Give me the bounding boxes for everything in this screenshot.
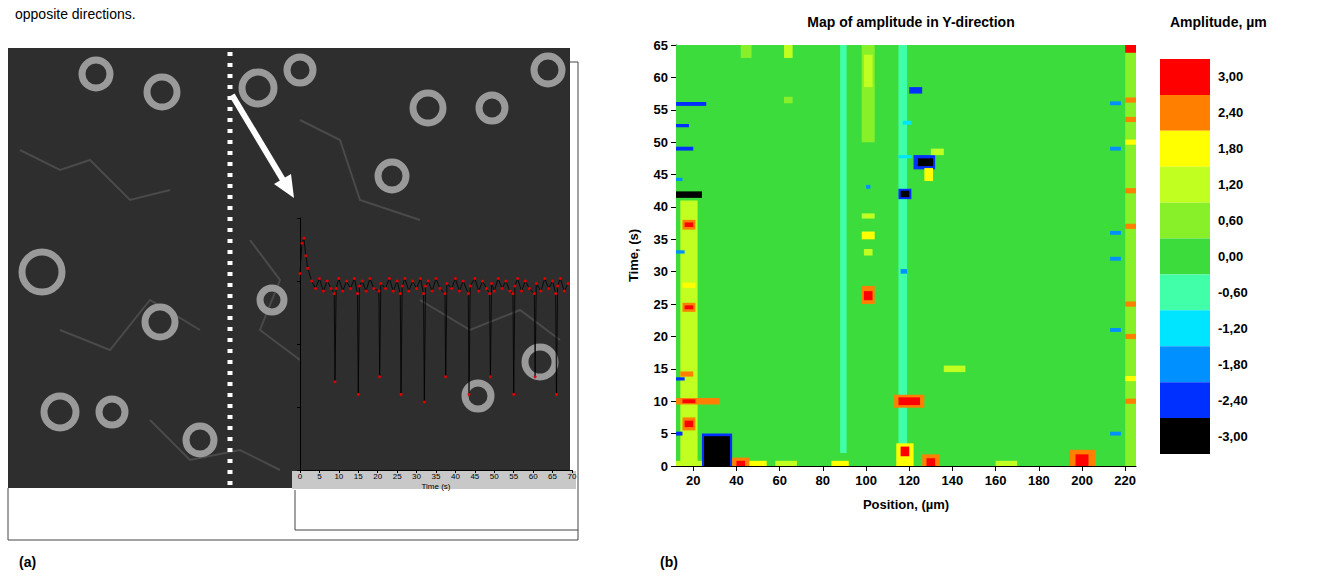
- svg-text:-0,60: -0,60: [1218, 285, 1248, 300]
- svg-text:Map of amplitude in Y-directio: Map of amplitude in Y-direction: [807, 14, 1014, 30]
- svg-text:20: 20: [686, 473, 700, 488]
- svg-text:120: 120: [898, 473, 920, 488]
- svg-text:5: 5: [661, 426, 668, 441]
- svg-text:35: 35: [432, 472, 441, 481]
- svg-text:0: 0: [661, 459, 668, 474]
- svg-text:30: 30: [412, 472, 421, 481]
- svg-text:-1,80: -1,80: [1218, 357, 1248, 372]
- svg-text:10: 10: [334, 472, 343, 481]
- svg-text:65: 65: [654, 38, 668, 53]
- svg-text:40: 40: [654, 199, 668, 214]
- svg-text:60: 60: [654, 70, 668, 85]
- svg-text:45: 45: [470, 472, 479, 481]
- svg-text:55: 55: [654, 102, 668, 117]
- svg-text:35: 35: [654, 232, 668, 247]
- svg-text:25: 25: [393, 472, 402, 481]
- svg-text:200: 200: [1071, 473, 1093, 488]
- svg-text:10: 10: [654, 394, 668, 409]
- svg-text:Position, (µm): Position, (µm): [863, 497, 949, 512]
- svg-text:180: 180: [1028, 473, 1050, 488]
- svg-text:Time, (s): Time, (s): [626, 229, 641, 282]
- svg-text:(a): (a): [19, 554, 36, 570]
- svg-text:0: 0: [298, 472, 303, 481]
- svg-text:80: 80: [816, 473, 830, 488]
- svg-text:1,80: 1,80: [1218, 141, 1243, 156]
- svg-text:30: 30: [654, 264, 668, 279]
- svg-text:60: 60: [772, 473, 786, 488]
- svg-text:220: 220: [1114, 473, 1136, 488]
- svg-text:20: 20: [654, 329, 668, 344]
- svg-text:-1,20: -1,20: [1218, 321, 1248, 336]
- svg-text:opposite directions.: opposite directions.: [15, 6, 136, 22]
- svg-text:-3,00: -3,00: [1218, 429, 1248, 444]
- svg-text:Time (s): Time (s): [421, 482, 450, 491]
- svg-text:2,40: 2,40: [1218, 105, 1243, 120]
- svg-text:70: 70: [568, 472, 577, 481]
- svg-text:140: 140: [942, 473, 964, 488]
- svg-text:1,20: 1,20: [1218, 177, 1243, 192]
- svg-text:0,60: 0,60: [1218, 213, 1243, 228]
- svg-text:160: 160: [985, 473, 1007, 488]
- svg-text:40: 40: [451, 472, 460, 481]
- svg-text:-2,40: -2,40: [1218, 393, 1248, 408]
- svg-text:15: 15: [354, 472, 363, 481]
- svg-text:65: 65: [548, 472, 557, 481]
- svg-text:50: 50: [654, 135, 668, 150]
- svg-text:Amplitude, µm: Amplitude, µm: [1170, 14, 1267, 30]
- svg-text:60: 60: [529, 472, 538, 481]
- svg-text:45: 45: [654, 167, 668, 182]
- svg-text:50: 50: [490, 472, 499, 481]
- svg-text:5: 5: [317, 472, 322, 481]
- svg-text:100: 100: [855, 473, 877, 488]
- svg-text:0,00: 0,00: [1218, 249, 1243, 264]
- svg-text:(b): (b): [660, 554, 678, 570]
- svg-text:3,00: 3,00: [1218, 69, 1243, 84]
- svg-text:55: 55: [509, 472, 518, 481]
- svg-text:20: 20: [373, 472, 382, 481]
- svg-text:25: 25: [654, 297, 668, 312]
- svg-text:40: 40: [729, 473, 743, 488]
- svg-text:15: 15: [654, 361, 668, 376]
